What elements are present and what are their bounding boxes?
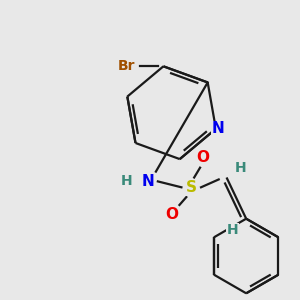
Text: O: O xyxy=(165,207,178,222)
Text: O: O xyxy=(196,150,209,165)
Text: H: H xyxy=(235,161,246,175)
Text: N: N xyxy=(142,174,154,189)
Text: H: H xyxy=(226,224,238,238)
Text: H: H xyxy=(121,174,132,188)
Text: N: N xyxy=(212,121,224,136)
Text: Br: Br xyxy=(117,59,135,73)
Text: S: S xyxy=(186,180,197,195)
